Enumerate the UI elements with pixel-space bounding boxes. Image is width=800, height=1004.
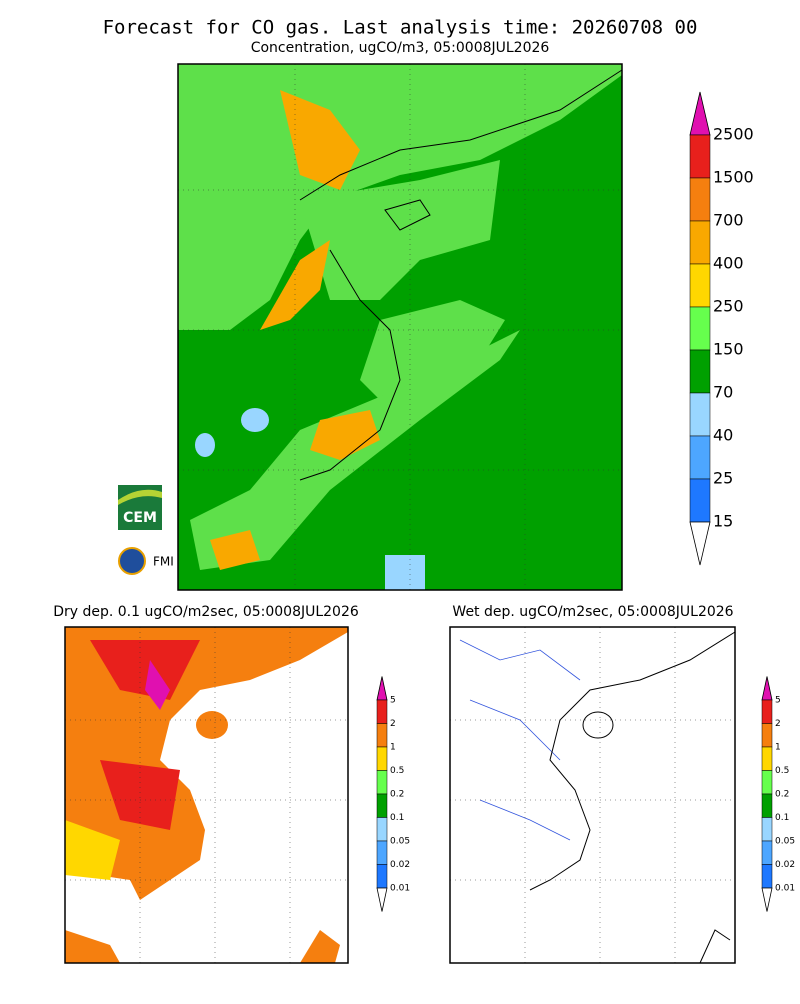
colorbar-label: 700: [713, 211, 744, 230]
colorbar-box: [689, 478, 711, 523]
colorbar-box: [376, 840, 388, 865]
colorbar-label: 0.2: [775, 790, 789, 800]
colorbar-label: 0.05: [775, 837, 795, 847]
colorbar-box: [761, 817, 773, 842]
colorbar-label: 0.2: [390, 790, 404, 800]
colorbar-label: 0.02: [390, 860, 410, 870]
colorbar-label: 250: [713, 297, 744, 316]
wet-subtitle: Wet dep. ugCO/m2sec, 05:0008JUL2026: [452, 604, 733, 620]
colorbar-label: 5: [775, 696, 781, 706]
colorbar-label: 0.01: [390, 884, 410, 894]
cem-label: CEM: [123, 510, 157, 526]
fmi-logo: FMI: [118, 547, 174, 575]
colorbar-label: 0.1: [775, 813, 789, 823]
colorbar-label: 1: [775, 743, 781, 753]
colorbar-label: 0.5: [775, 766, 789, 776]
colorbar-top: [689, 91, 711, 136]
colorbar-label: 70: [713, 383, 733, 402]
colorbar-box: [761, 746, 773, 771]
colorbar-label: 0.02: [775, 860, 795, 870]
colorbar-top: [761, 676, 773, 701]
colorbar-box: [376, 699, 388, 724]
colorbar-label: 0.01: [775, 884, 795, 894]
colorbar-box: [376, 817, 388, 842]
colorbar-label: 0.1: [390, 813, 404, 823]
colorbar-box: [689, 177, 711, 222]
colorbar-label: 25: [713, 469, 733, 488]
colorbar-box: [689, 134, 711, 179]
fmi-label: FMI: [153, 555, 174, 569]
colorbar-box: [689, 349, 711, 394]
main-subtitle: Concentration, ugCO/m3, 05:0008JUL2026: [251, 40, 550, 56]
page-title: Forecast for CO gas. Last analysis time:…: [103, 17, 698, 39]
colorbar-box: [689, 306, 711, 351]
colorbar-label: 15: [713, 512, 733, 531]
wet-colorbar: 5 2 1 0.5 0.2 0.1 0.05 0.02 0.01: [761, 676, 795, 912]
colorbar-box: [761, 840, 773, 865]
colorbar-box: [689, 220, 711, 265]
colorbar-bottom: [761, 887, 773, 912]
colorbar-label: 0.5: [390, 766, 404, 776]
colorbar-label: 1500: [713, 168, 754, 187]
colorbar-label: 40: [713, 426, 733, 445]
colorbar-label: 2: [390, 719, 396, 729]
colorbar-box: [376, 746, 388, 771]
colorbar-box: [761, 699, 773, 724]
colorbar-box: [376, 864, 388, 889]
colorbar-box: [376, 770, 388, 795]
colorbar-box: [689, 263, 711, 308]
colorbar-box: [376, 723, 388, 748]
colorbar-label: 400: [713, 254, 744, 273]
colorbar-bottom: [689, 521, 711, 566]
main-colorbar: 2500 1500 700 400 250 150 70 40 25 15: [689, 91, 754, 566]
colorbar-bottom: [376, 887, 388, 912]
colorbar-box: [761, 793, 773, 818]
colorbar-box: [761, 723, 773, 748]
wet-map: [449, 626, 736, 964]
colorbar-box: [689, 435, 711, 480]
colorbar-label: 2500: [713, 125, 754, 144]
colorbar-top: [376, 676, 388, 701]
colorbar-box: [761, 864, 773, 889]
cem-logo: CEM: [118, 485, 162, 530]
colorbar-label: 5: [390, 696, 396, 706]
colorbar-label: 2: [775, 719, 781, 729]
dry-map: [64, 626, 349, 964]
colorbar-label: 0.05: [390, 837, 410, 847]
main-map: [177, 63, 623, 591]
dry-subtitle: Dry dep. 0.1 ugCO/m2sec, 05:0008JUL2026: [53, 604, 359, 620]
colorbar-box: [761, 770, 773, 795]
dry-colorbar: 5 2 1 0.5 0.2 0.1 0.05 0.02 0.01: [376, 676, 410, 912]
colorbar-label: 150: [713, 340, 744, 359]
colorbar-box: [689, 392, 711, 437]
colorbar-box: [376, 793, 388, 818]
colorbar-label: 1: [390, 743, 396, 753]
